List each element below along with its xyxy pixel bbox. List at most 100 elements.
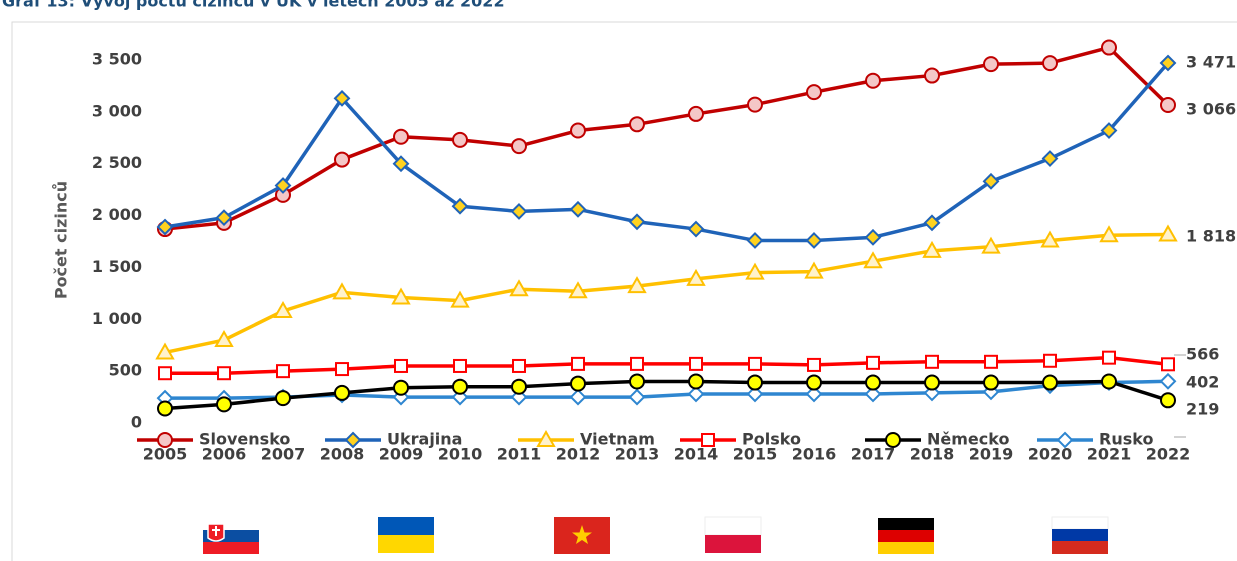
series bbox=[157, 39, 1176, 238]
point bbox=[923, 214, 941, 232]
point bbox=[627, 276, 647, 294]
x-tick-label: 2016 bbox=[792, 445, 837, 464]
series-line bbox=[164, 45, 1170, 231]
point bbox=[688, 373, 704, 390]
point bbox=[1042, 55, 1058, 72]
flag-ua bbox=[378, 517, 434, 553]
legend-label: Polsko bbox=[742, 430, 801, 449]
x-tick-label: 2020 bbox=[1028, 445, 1073, 464]
point bbox=[1100, 122, 1118, 139]
point bbox=[334, 384, 350, 401]
point bbox=[864, 228, 882, 246]
series-line bbox=[164, 61, 1170, 243]
point bbox=[571, 356, 585, 371]
series bbox=[156, 54, 1177, 249]
x-tick-label: 2018 bbox=[910, 445, 955, 464]
point bbox=[686, 268, 706, 286]
point bbox=[453, 358, 467, 373]
point bbox=[568, 281, 588, 299]
point bbox=[570, 122, 586, 139]
point bbox=[569, 200, 587, 218]
y-tick-label: 2 500 bbox=[92, 153, 142, 172]
legend-marker bbox=[1056, 431, 1074, 449]
point bbox=[629, 116, 645, 133]
point bbox=[569, 388, 587, 406]
point bbox=[746, 232, 764, 249]
x-tick-label: 2009 bbox=[379, 445, 424, 464]
point bbox=[806, 374, 822, 391]
point bbox=[983, 374, 999, 391]
y-tick-label: 3 500 bbox=[92, 50, 142, 69]
point bbox=[391, 287, 411, 305]
point bbox=[452, 131, 468, 148]
point bbox=[924, 374, 940, 391]
point bbox=[511, 378, 527, 395]
legend-label: Německo bbox=[927, 430, 1009, 449]
point bbox=[1043, 353, 1057, 368]
point bbox=[745, 262, 765, 280]
point bbox=[864, 385, 882, 403]
point bbox=[1101, 373, 1117, 390]
point bbox=[394, 358, 408, 373]
point bbox=[1102, 350, 1116, 365]
value-label: 3 471 bbox=[1186, 53, 1236, 72]
x-tick-label: 2005 bbox=[143, 445, 188, 464]
point bbox=[806, 84, 822, 101]
point bbox=[983, 56, 999, 73]
point bbox=[1041, 150, 1059, 167]
series-line bbox=[164, 379, 1169, 411]
point bbox=[984, 354, 998, 369]
point bbox=[334, 151, 350, 168]
point bbox=[805, 385, 823, 403]
series-line bbox=[165, 355, 1169, 375]
flag-pl bbox=[704, 516, 762, 553]
chart-title: Graf 13: Vývoj počtu cizinců v ÚK v lete… bbox=[2, 0, 505, 11]
point bbox=[157, 400, 173, 417]
x-tick-label: 2010 bbox=[438, 445, 483, 464]
point bbox=[452, 378, 468, 395]
point bbox=[333, 89, 351, 107]
point bbox=[512, 358, 526, 373]
point bbox=[1161, 357, 1175, 372]
legend-item: Vietnam bbox=[518, 430, 655, 449]
point bbox=[1160, 392, 1176, 409]
x-tick-label: 2007 bbox=[261, 445, 306, 464]
point bbox=[746, 385, 764, 403]
point bbox=[748, 356, 762, 371]
point bbox=[509, 279, 529, 297]
x-tick-label: 2021 bbox=[1087, 445, 1132, 464]
point bbox=[273, 300, 293, 318]
point bbox=[214, 330, 234, 348]
x-tick-label: 2006 bbox=[202, 445, 247, 464]
point bbox=[865, 72, 881, 89]
series bbox=[158, 350, 1175, 381]
legend-item: Slovensko bbox=[137, 430, 290, 449]
point bbox=[982, 172, 1000, 190]
point bbox=[332, 282, 352, 300]
legend-marker bbox=[344, 431, 362, 449]
y-tick-label: 1 000 bbox=[92, 309, 142, 328]
legend-marker bbox=[157, 432, 173, 448]
legend-marker bbox=[701, 433, 715, 447]
point bbox=[393, 128, 409, 145]
legend-item: Ukrajina bbox=[325, 430, 462, 449]
point bbox=[687, 220, 705, 238]
point bbox=[629, 373, 645, 390]
series bbox=[157, 373, 1176, 417]
point bbox=[1040, 230, 1060, 248]
legend-label: Vietnam bbox=[580, 430, 655, 449]
point bbox=[630, 356, 644, 371]
point bbox=[155, 342, 175, 360]
point bbox=[1158, 224, 1178, 242]
chart-frame bbox=[11, 21, 1237, 561]
point bbox=[804, 261, 824, 279]
point bbox=[275, 390, 291, 407]
x-tick-label: 2022 bbox=[1146, 445, 1191, 464]
legend-label: Rusko bbox=[1099, 430, 1153, 449]
point bbox=[865, 374, 881, 391]
flag-sk bbox=[203, 518, 259, 554]
series bbox=[156, 372, 1177, 407]
flag-ru bbox=[1051, 516, 1109, 554]
